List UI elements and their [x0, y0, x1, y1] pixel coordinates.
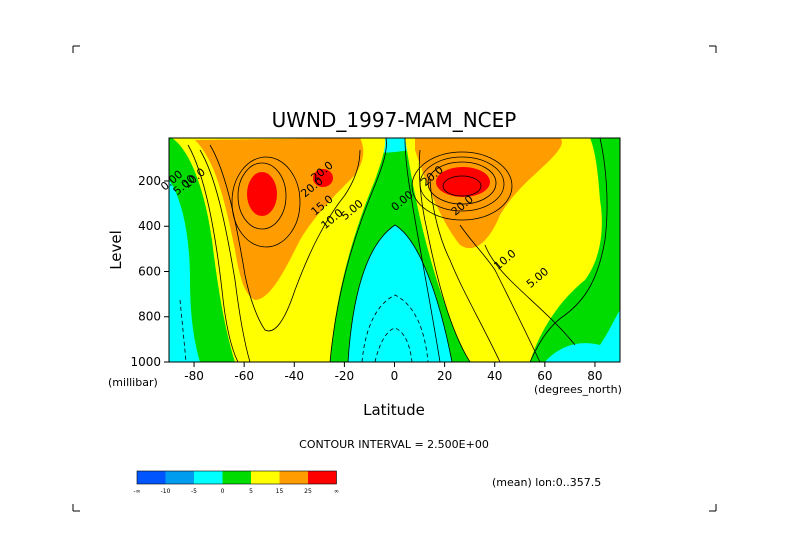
colorbar-swatch — [279, 471, 308, 484]
colorbar-label: -5 — [191, 488, 197, 495]
y-axis-ticks: 200 400 600 800 1000 — [130, 174, 169, 369]
colorbar-swatch — [137, 471, 166, 484]
easterly-region-south-pole — [169, 180, 200, 362]
colorbar-label: 15 — [276, 488, 284, 495]
x-unit-label: (degrees_north) — [534, 383, 622, 396]
easterly-region-north-surface — [545, 310, 620, 362]
colorbar-label: -10 — [161, 488, 171, 495]
colorbar-label: -∞ — [133, 488, 140, 495]
x-tick-label: 40 — [487, 369, 502, 383]
x-tick-label: -40 — [284, 369, 304, 383]
y-tick-label: 800 — [138, 310, 161, 324]
plot-area — [169, 138, 620, 362]
colorbar-label: 5 — [249, 488, 253, 495]
colorbar-swatch — [251, 471, 280, 484]
westerly-15-north — [415, 138, 562, 249]
corner-marks — [72, 45, 717, 512]
colorbar-label: 25 — [304, 488, 312, 495]
chart-title: UWND_1997-MAM_NCEP — [272, 108, 517, 132]
y-tick-label: 600 — [138, 264, 161, 278]
y-tick-label: 200 — [138, 174, 161, 188]
y-tick-label: 1000 — [130, 355, 161, 369]
colorbar-label: 0 — [221, 488, 225, 495]
colorbar-label: ∞ — [334, 488, 339, 495]
x-tick-label: 80 — [587, 369, 602, 383]
y-axis-label: Level — [107, 230, 125, 270]
y-unit-label: (millibar) — [108, 376, 158, 389]
x-tick-label: -80 — [184, 369, 204, 383]
y-tick-label: 400 — [138, 219, 161, 233]
colorbar-swatch — [165, 471, 194, 484]
contour-interval-text: CONTOUR INTERVAL = 2.500E+00 — [299, 438, 489, 451]
colorbar-swatch — [308, 471, 337, 484]
colorbar-swatch — [222, 471, 251, 484]
averaging-note: (mean) lon:0..357.5 — [492, 476, 601, 489]
jet-core-north — [436, 167, 490, 197]
easterly-region-tropics — [348, 225, 452, 362]
x-tick-label: -60 — [234, 369, 254, 383]
contour-lines — [179, 138, 608, 362]
colorbar-swatch — [194, 471, 223, 484]
x-tick-label: 0 — [391, 369, 399, 383]
jet-core-south — [247, 172, 277, 216]
x-axis-ticks: -80 -60 -40 -20 0 20 40 60 80 — [184, 362, 603, 383]
x-tick-label: 20 — [437, 369, 452, 383]
x-axis-label: Latitude — [363, 401, 425, 419]
x-tick-label: 60 — [537, 369, 552, 383]
x-tick-label: -20 — [335, 369, 355, 383]
colorbar-frame — [136, 470, 337, 485]
jet-core-south-subtropical — [313, 169, 333, 187]
colorbar: -∞ -10 -5 0 5 15 25 ∞ — [133, 470, 339, 495]
